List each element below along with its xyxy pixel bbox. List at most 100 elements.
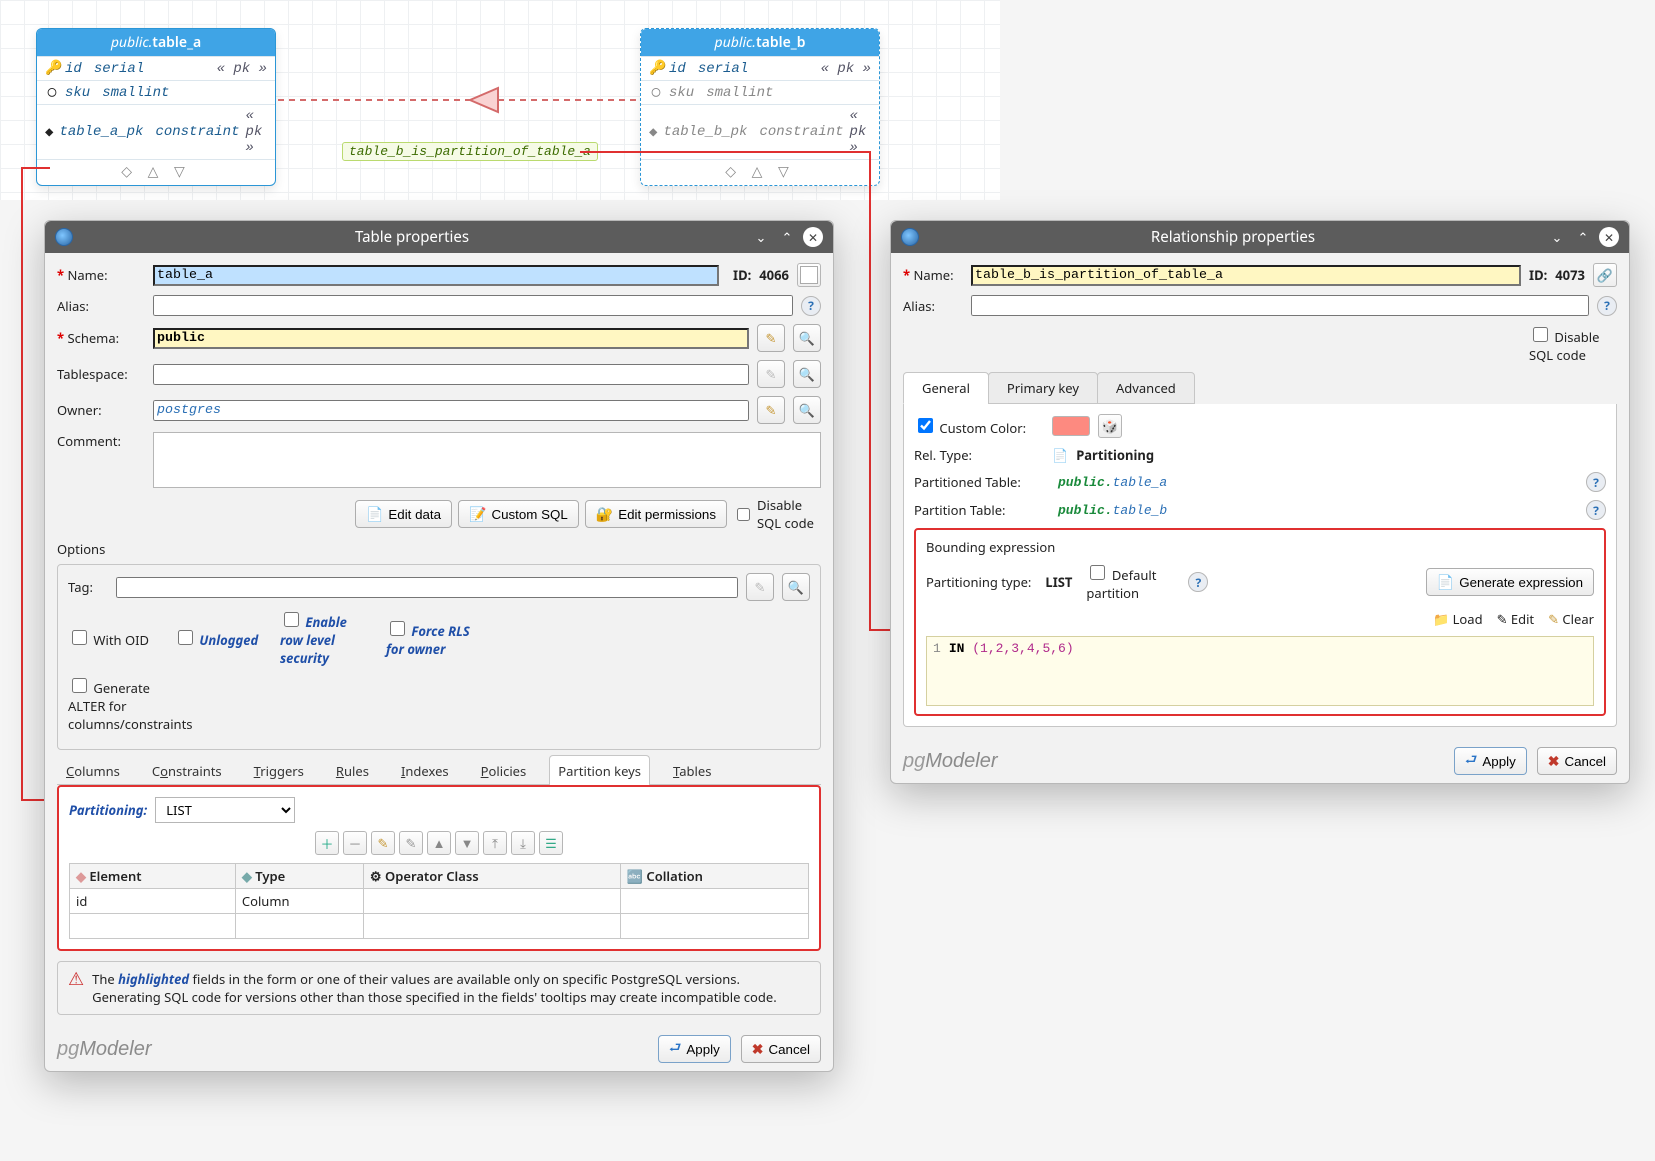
withoid-check[interactable]: With OID	[68, 627, 156, 649]
disable-sql-check[interactable]: Disable SQL code	[1529, 324, 1617, 364]
edit-button[interactable]: ✎ Edit	[1497, 610, 1535, 628]
apply-button[interactable]: ⮐Apply	[658, 1035, 731, 1063]
tab-partition-keys[interactable]: Partition keys	[549, 755, 650, 785]
edit2-icon[interactable]: ✎	[399, 831, 423, 855]
search-icon[interactable]: 🔍	[793, 396, 821, 424]
checkbox-label: Unlogged	[199, 631, 258, 649]
default-partition-check[interactable]: Default partition	[1086, 562, 1174, 602]
rls-check[interactable]: Enable row level security	[280, 609, 368, 667]
load-button[interactable]: 📁 Load	[1433, 610, 1483, 628]
movebottom-icon[interactable]: ⤓	[511, 831, 535, 855]
forcerls-check[interactable]: Force RLS for owner	[386, 618, 474, 658]
table-row[interactable]: id Column	[70, 889, 809, 914]
edit-icon[interactable]: ✎	[371, 831, 395, 855]
help-icon[interactable]: ?	[801, 296, 821, 316]
help-icon[interactable]: ?	[1586, 472, 1606, 492]
reltype-icon: 📄	[1052, 446, 1068, 464]
constraint-name: table_a_pk	[59, 124, 143, 140]
tab-rules[interactable]: Rules	[327, 755, 378, 785]
tablespace-input[interactable]	[153, 364, 749, 385]
custom-sql-button[interactable]: 📝Custom SQL	[458, 500, 579, 528]
partitioning-select[interactable]: LIST	[155, 797, 295, 823]
relationship-label[interactable]: table_b_is_partition_of_table_a	[342, 142, 598, 161]
constraint-icon: ◆	[649, 124, 657, 141]
er-col-row[interactable]: ◯ sku smallint	[37, 80, 275, 104]
er-table-a[interactable]: public.table_a 🔑 id serial « pk » ◯ sku …	[36, 28, 276, 186]
search-icon[interactable]: 🔍	[793, 360, 821, 388]
er-table-b-header: public.table_b	[641, 29, 879, 56]
tab-advanced[interactable]: Advanced	[1097, 372, 1195, 404]
edit-data-button[interactable]: 📄Edit data	[355, 500, 452, 528]
tab-tables[interactable]: Tables	[664, 755, 720, 785]
collapse-icon[interactable]	[1547, 227, 1567, 247]
tablespace-label: Tablespace:	[57, 365, 145, 383]
unlogged-check[interactable]: Unlogged	[174, 627, 262, 649]
tab-general[interactable]: General	[903, 372, 989, 404]
expand-icon[interactable]	[777, 227, 797, 247]
edit-permissions-button[interactable]: 🔐Edit permissions	[585, 500, 727, 528]
link-icon[interactable]: 🔗	[1593, 263, 1617, 287]
tab-triggers[interactable]: Triggers	[245, 755, 313, 785]
alias-input[interactable]	[971, 295, 1589, 316]
name-input[interactable]	[971, 265, 1521, 286]
random-color-icon[interactable]: 🎲	[1098, 414, 1122, 438]
search-icon[interactable]: 🔍	[793, 324, 821, 352]
tab-constraints[interactable]: Constraints	[143, 755, 231, 785]
er-col-row[interactable]: 🔑 id serial « pk »	[641, 56, 879, 80]
generate-expression-button[interactable]: 📄Generate expression	[1426, 568, 1594, 596]
custom-color-check[interactable]: Custom Color:	[914, 415, 1044, 437]
help-icon[interactable]: ?	[1586, 500, 1606, 520]
col-type: smallint	[102, 85, 169, 101]
name-input[interactable]	[153, 265, 719, 286]
tab-primary-key[interactable]: Primary key	[988, 372, 1098, 404]
tab-indexes[interactable]: Indexes	[392, 755, 458, 785]
titlebar[interactable]: Table properties	[45, 221, 833, 253]
genalter-check[interactable]: Generate ALTER for columns/constraints	[68, 675, 156, 733]
titlebar[interactable]: Relationship properties	[891, 221, 1629, 253]
id-value: 4066	[759, 266, 789, 284]
list-icon[interactable]: ☰	[539, 831, 563, 855]
expression-editor[interactable]: 1 IN (1,2,3,4,5,6)	[926, 636, 1594, 706]
partition-keys-grid[interactable]: ◆ Element ◆ Type ⚙ Operator Class 🔤 Coll…	[69, 863, 809, 939]
clear-button[interactable]: ✎ Clear	[1548, 610, 1594, 628]
disable-sql-checkbox[interactable]	[737, 507, 750, 522]
er-table-b[interactable]: public.table_b 🔑 id serial « pk » ◯ sku …	[640, 28, 880, 186]
expand-icon[interactable]	[1573, 227, 1593, 247]
color-picker-icon[interactable]	[797, 263, 821, 287]
cancel-button[interactable]: ✖Cancel	[1537, 747, 1617, 775]
search-icon[interactable]: 🔍	[782, 573, 810, 601]
disable-sql-check[interactable]: Disable SQL code	[733, 496, 821, 532]
remove-icon[interactable]: －	[343, 831, 367, 855]
cancel-button[interactable]: ✖Cancel	[741, 1035, 821, 1063]
alias-input[interactable]	[153, 295, 793, 316]
er-constraint-row[interactable]: ◆ table_b_pk constraint « pk »	[641, 104, 879, 159]
movedown-icon[interactable]: ▼	[455, 831, 479, 855]
tab-policies[interactable]: Policies	[472, 755, 536, 785]
help-icon[interactable]: ?	[1597, 296, 1617, 316]
close-icon[interactable]	[803, 227, 823, 247]
help-icon[interactable]: ?	[1188, 572, 1208, 592]
er-col-row[interactable]: ◯ sku smallint	[641, 80, 879, 104]
movetop-icon[interactable]: ⤒	[483, 831, 507, 855]
parted-label: Partitioned Table:	[914, 473, 1044, 491]
er-constraint-row[interactable]: ◆ table_a_pk constraint « pk »	[37, 104, 275, 159]
schema-input[interactable]	[153, 328, 749, 349]
clear-icon[interactable]: ✎	[757, 360, 785, 388]
moveup-icon[interactable]: ▲	[427, 831, 451, 855]
clear-icon[interactable]: ✎	[757, 324, 785, 352]
close-icon[interactable]	[1599, 227, 1619, 247]
apply-button[interactable]: ⮐Apply	[1454, 747, 1527, 775]
comment-input[interactable]	[153, 432, 821, 488]
er-col-row[interactable]: 🔑 id serial « pk »	[37, 56, 275, 80]
color-swatch[interactable]	[1052, 416, 1090, 436]
clear-icon[interactable]: ✎	[746, 573, 774, 601]
table-row[interactable]	[70, 914, 809, 939]
rel-tabstrip: General Primary key Advanced	[903, 372, 1617, 404]
tag-input[interactable]	[116, 577, 738, 598]
owner-input[interactable]	[153, 400, 749, 421]
clear-icon[interactable]: ✎	[757, 396, 785, 424]
col-name: sku	[65, 85, 90, 101]
collapse-icon[interactable]	[751, 227, 771, 247]
tab-columns[interactable]: Columns	[57, 755, 129, 785]
add-icon[interactable]: ＋	[315, 831, 339, 855]
